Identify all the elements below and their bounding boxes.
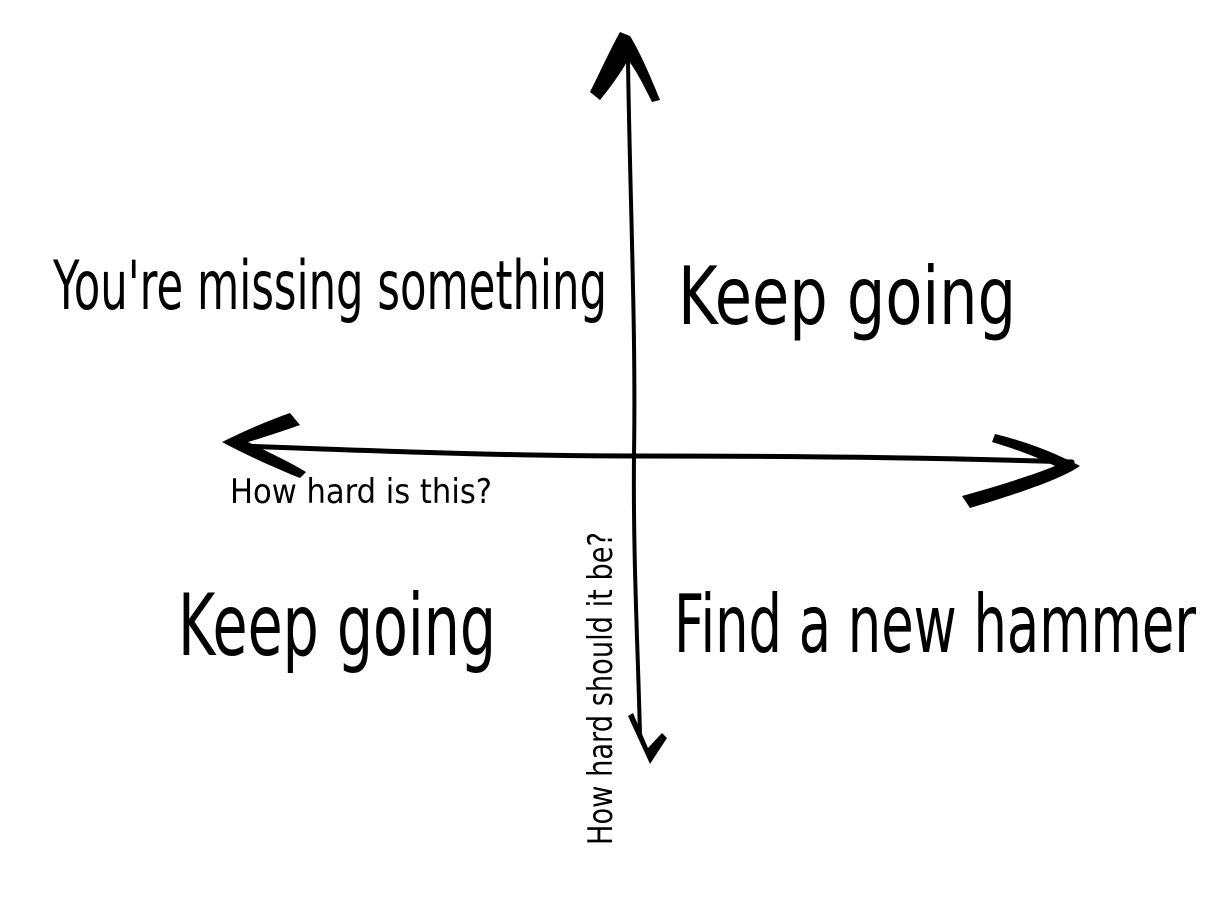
up-arrow-icon xyxy=(590,32,660,102)
right-arrow-icon xyxy=(962,434,1080,508)
horizontal-axis-line xyxy=(237,443,1075,465)
down-arrow-icon xyxy=(628,713,667,764)
vertical-axis-label: How hard should it be? xyxy=(581,532,621,845)
vertical-axis-line xyxy=(626,60,642,737)
horizontal-axis-label: How hard is this? xyxy=(230,472,492,512)
quadrant-top-right-label: Keep going xyxy=(678,250,1016,343)
quadrant-bottom-right-label: Find a new hammer xyxy=(674,578,1196,671)
quadrant-top-left-label: You're missing something xyxy=(52,247,607,326)
quadrant-bottom-left-label: Keep going xyxy=(178,576,496,676)
left-arrow-icon xyxy=(222,413,306,478)
